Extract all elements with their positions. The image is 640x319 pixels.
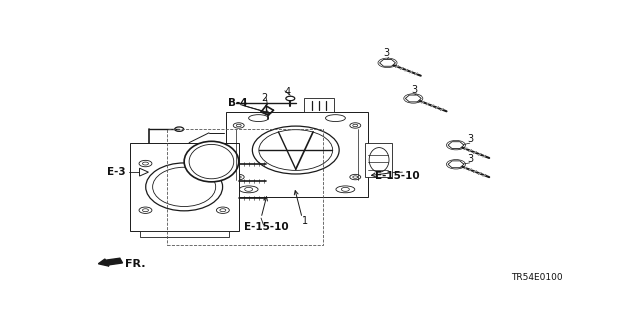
Ellipse shape (139, 207, 152, 213)
Ellipse shape (326, 115, 346, 122)
Text: 3: 3 (467, 154, 473, 164)
Ellipse shape (143, 209, 148, 212)
Ellipse shape (175, 127, 184, 131)
Polygon shape (140, 168, 148, 176)
Ellipse shape (236, 176, 241, 178)
Ellipse shape (233, 123, 244, 128)
Ellipse shape (252, 126, 339, 174)
Text: 3: 3 (383, 48, 390, 58)
Ellipse shape (239, 186, 258, 193)
Ellipse shape (189, 145, 234, 179)
Polygon shape (140, 231, 229, 237)
Ellipse shape (139, 160, 152, 167)
Ellipse shape (350, 174, 361, 180)
Polygon shape (365, 143, 392, 177)
Bar (167, 129, 323, 245)
Ellipse shape (216, 160, 229, 167)
Ellipse shape (369, 148, 389, 172)
Ellipse shape (249, 115, 269, 122)
Ellipse shape (353, 176, 358, 178)
Ellipse shape (350, 123, 361, 128)
Ellipse shape (286, 96, 295, 101)
Polygon shape (304, 99, 334, 112)
Text: 3: 3 (412, 85, 417, 95)
Text: 1: 1 (302, 216, 308, 226)
Text: E-3: E-3 (108, 167, 126, 177)
Polygon shape (129, 143, 239, 231)
Ellipse shape (216, 207, 229, 213)
Ellipse shape (184, 141, 239, 182)
Polygon shape (380, 59, 396, 66)
Polygon shape (448, 142, 464, 149)
Text: B-4: B-4 (228, 98, 248, 108)
Ellipse shape (259, 130, 333, 170)
Ellipse shape (220, 162, 226, 165)
Ellipse shape (336, 186, 355, 193)
Text: 4: 4 (285, 87, 291, 97)
FancyArrow shape (99, 258, 122, 266)
Ellipse shape (353, 124, 358, 127)
Ellipse shape (236, 124, 241, 127)
Polygon shape (405, 95, 421, 102)
Ellipse shape (143, 162, 148, 165)
Ellipse shape (244, 187, 253, 191)
Text: FR.: FR. (125, 259, 145, 269)
Text: TR54E0100: TR54E0100 (511, 272, 563, 282)
Polygon shape (448, 161, 464, 168)
Ellipse shape (146, 163, 223, 211)
Text: 2: 2 (261, 93, 268, 103)
Text: E-15-10: E-15-10 (375, 171, 420, 181)
Ellipse shape (233, 174, 244, 180)
Text: E-15-10: E-15-10 (244, 222, 288, 233)
Polygon shape (227, 112, 367, 197)
Ellipse shape (152, 167, 216, 206)
Ellipse shape (220, 209, 226, 212)
Text: 3: 3 (467, 134, 473, 144)
Ellipse shape (341, 187, 349, 191)
